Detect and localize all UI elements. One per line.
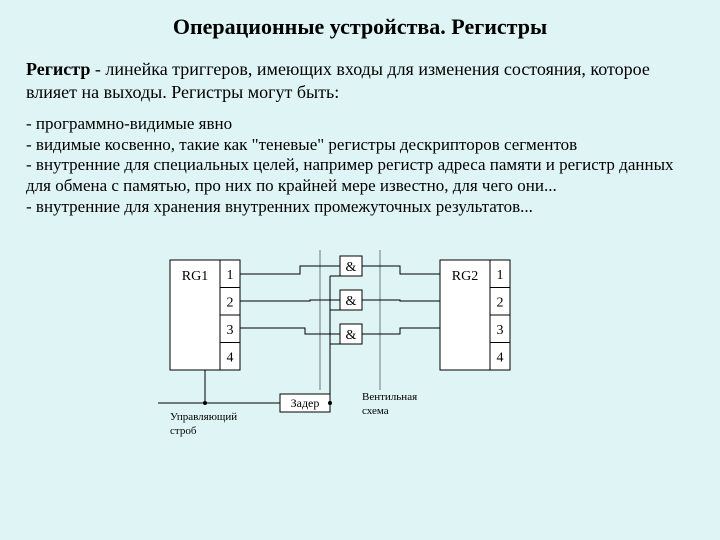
svg-text:3: 3 [227,323,234,338]
svg-text:Задер: Задер [291,396,320,410]
svg-text:схема: схема [362,405,389,417]
definition-rest: - линейка триггеров, имеющих входы для и… [26,59,650,102]
page-title: Операционные устройства. Регистры [0,14,720,40]
svg-text:4: 4 [227,350,234,365]
svg-text:Вентильная: Вентильная [362,391,417,403]
svg-text:Управляющий: Управляющий [170,411,237,423]
svg-text:3: 3 [497,323,504,338]
svg-text:&: & [346,260,357,275]
svg-text:RG2: RG2 [452,269,478,284]
register-diagram: 1 2 3 4 RG1 1 2 3 4 RG2 & & & Задер Управляющий строб Ве… [150,250,570,470]
svg-text:4: 4 [497,350,504,365]
svg-text:&: & [346,328,357,343]
svg-text:1: 1 [497,268,504,283]
svg-text:1: 1 [227,268,234,283]
svg-text:RG1: RG1 [182,269,208,284]
slide-page: Операционные устройства. Регистры Регист… [0,0,720,540]
bullet-list: - программно-видимые явно - видимые косв… [26,114,694,218]
svg-text:2: 2 [227,295,234,310]
term-register: Регистр [26,59,90,79]
definition-paragraph: Регистр - линейка триггеров, имеющих вхо… [26,58,694,103]
svg-text:&: & [346,294,357,309]
svg-text:2: 2 [497,295,504,310]
diagram-svg: 1 2 3 4 RG1 1 2 3 4 RG2 & & & Задер Управляющий строб Ве… [150,250,570,470]
svg-text:строб: строб [170,425,197,437]
